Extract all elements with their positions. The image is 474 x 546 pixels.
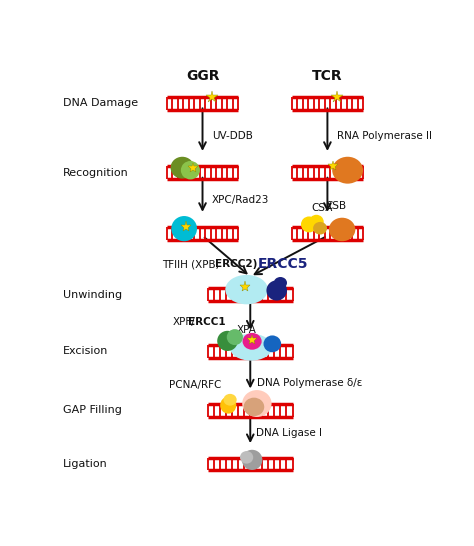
- FancyBboxPatch shape: [292, 97, 363, 110]
- Ellipse shape: [225, 275, 268, 304]
- FancyBboxPatch shape: [208, 458, 292, 471]
- Text: CSB: CSB: [326, 201, 346, 211]
- Text: XPA: XPA: [237, 324, 256, 335]
- FancyBboxPatch shape: [167, 167, 238, 179]
- Text: Recognition: Recognition: [63, 168, 128, 178]
- Text: ERCC1: ERCC1: [188, 317, 226, 327]
- Ellipse shape: [171, 157, 194, 179]
- Ellipse shape: [264, 335, 281, 352]
- Text: Ligation: Ligation: [63, 459, 108, 469]
- Ellipse shape: [227, 329, 243, 345]
- Ellipse shape: [332, 157, 363, 183]
- Ellipse shape: [274, 277, 287, 289]
- Ellipse shape: [266, 280, 287, 300]
- Ellipse shape: [217, 331, 238, 351]
- FancyBboxPatch shape: [167, 227, 238, 240]
- Text: PCNA/RFC: PCNA/RFC: [170, 380, 222, 390]
- Text: CSA: CSA: [311, 203, 332, 212]
- Text: XPF/: XPF/: [173, 317, 196, 327]
- Ellipse shape: [313, 222, 327, 235]
- Text: Unwinding: Unwinding: [63, 289, 122, 300]
- Ellipse shape: [329, 218, 356, 241]
- Text: UV-DDB: UV-DDB: [212, 131, 253, 141]
- Text: TFIIH (XPB,: TFIIH (XPB,: [162, 259, 222, 269]
- FancyBboxPatch shape: [208, 404, 292, 417]
- Text: XPC/Rad23: XPC/Rad23: [212, 195, 269, 205]
- Text: RNA Polymerase II: RNA Polymerase II: [337, 131, 432, 141]
- FancyBboxPatch shape: [208, 345, 292, 358]
- Text: DNA Polymerase δ/ε: DNA Polymerase δ/ε: [257, 378, 362, 388]
- Text: TCR: TCR: [312, 69, 343, 83]
- Ellipse shape: [230, 334, 272, 361]
- Ellipse shape: [244, 397, 264, 416]
- Text: Excision: Excision: [63, 346, 108, 357]
- Text: ERCC5: ERCC5: [258, 257, 308, 271]
- Ellipse shape: [220, 397, 237, 414]
- FancyBboxPatch shape: [292, 167, 363, 179]
- FancyBboxPatch shape: [208, 288, 292, 301]
- Ellipse shape: [243, 333, 262, 350]
- Ellipse shape: [242, 450, 263, 470]
- Ellipse shape: [181, 161, 200, 180]
- Ellipse shape: [301, 216, 317, 233]
- Ellipse shape: [240, 451, 253, 464]
- Ellipse shape: [223, 394, 237, 406]
- Text: GGR: GGR: [186, 69, 219, 83]
- Ellipse shape: [171, 216, 197, 241]
- FancyBboxPatch shape: [292, 227, 363, 240]
- Text: GAP Filling: GAP Filling: [63, 405, 122, 416]
- Text: DNA Damage: DNA Damage: [63, 98, 138, 108]
- Ellipse shape: [242, 390, 272, 417]
- Text: DNA Ligase I: DNA Ligase I: [256, 428, 322, 438]
- Ellipse shape: [309, 215, 324, 229]
- Text: ERCC2): ERCC2): [215, 259, 258, 269]
- FancyBboxPatch shape: [167, 97, 238, 110]
